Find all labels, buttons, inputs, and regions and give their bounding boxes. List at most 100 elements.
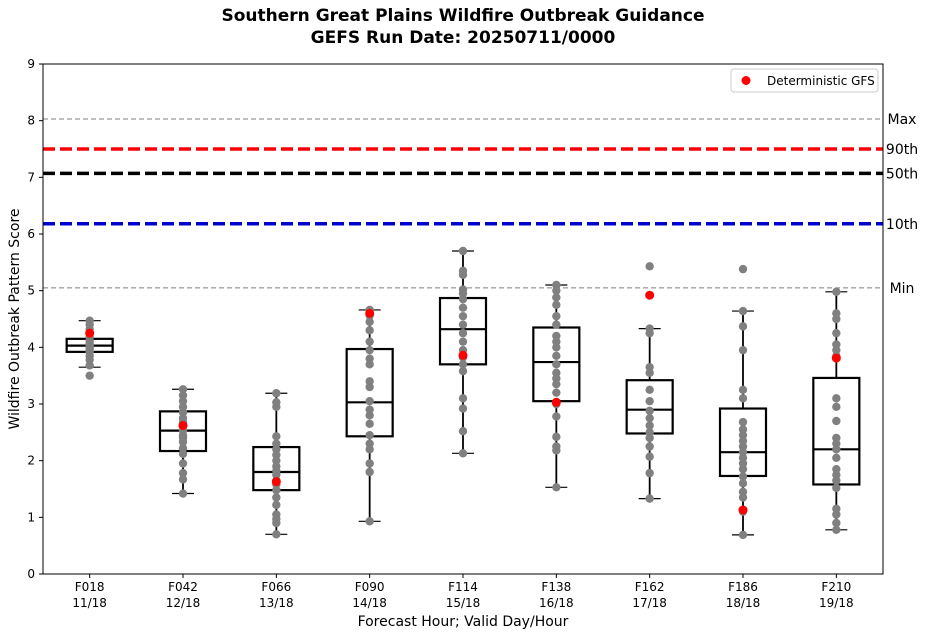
member-point <box>458 328 468 338</box>
y-tick-label: 6 <box>27 227 35 241</box>
member-point <box>552 388 561 397</box>
member-point <box>832 287 841 296</box>
member-point <box>85 316 94 325</box>
y-tick-label: 5 <box>27 284 35 298</box>
deterministic-point <box>458 350 468 360</box>
x-tick-label-valid: 16/18 <box>539 596 574 610</box>
member-point <box>552 368 561 378</box>
x-tick-label-hour: F114 <box>448 580 478 594</box>
member-point <box>645 324 654 333</box>
member-point <box>458 246 468 256</box>
member-point <box>272 439 281 448</box>
member-point <box>832 504 841 514</box>
member-point <box>645 494 654 503</box>
ref-label-10th: 10th <box>886 217 918 233</box>
deterministic-point <box>831 353 841 363</box>
x-tick-label-valid: 12/18 <box>166 596 201 610</box>
member-point <box>365 517 374 526</box>
deterministic-point <box>365 308 375 318</box>
y-tick-label: 0 <box>27 567 35 581</box>
member-point <box>645 396 654 406</box>
member-point <box>552 412 561 421</box>
member-point <box>645 468 654 478</box>
x-tick-label-hour: F210 <box>821 580 851 594</box>
deterministic-point <box>178 421 188 431</box>
member-point <box>365 326 374 335</box>
member-point <box>365 396 374 406</box>
member-point <box>458 337 468 346</box>
ref-label-max: Max <box>888 112 917 128</box>
member-point <box>178 475 188 484</box>
member-point <box>645 428 654 437</box>
member-point <box>272 500 281 510</box>
member-point <box>738 306 748 316</box>
x-tick-label-valid: 14/18 <box>352 596 387 610</box>
member-point <box>458 404 468 413</box>
x-tick-label-valid: 15/18 <box>446 596 481 610</box>
deterministic-point <box>271 477 281 487</box>
member-point <box>645 442 654 451</box>
member-point <box>645 385 654 395</box>
x-tick-label-valid: 11/18 <box>72 596 107 610</box>
y-tick-label: 3 <box>27 397 35 411</box>
member-point <box>738 487 748 497</box>
member-point <box>458 366 468 376</box>
member-point <box>365 317 374 327</box>
member-point <box>832 518 841 528</box>
ref-label-50th: 50th <box>886 166 918 182</box>
y-tick-label: 7 <box>27 170 35 184</box>
member-point <box>458 303 468 312</box>
member-point <box>365 439 374 448</box>
member-point <box>365 354 374 363</box>
member-point <box>832 464 841 474</box>
member-point <box>365 430 374 440</box>
member-point <box>458 320 468 329</box>
member-point <box>552 320 561 329</box>
member-point <box>458 311 468 321</box>
member-point <box>832 525 841 534</box>
member-point <box>178 444 188 453</box>
member-point <box>738 345 748 355</box>
member-point <box>832 416 841 426</box>
member-point <box>738 472 748 481</box>
member-point <box>738 530 748 540</box>
member-point <box>832 453 841 463</box>
member-point <box>272 398 281 407</box>
member-point <box>272 389 281 398</box>
member-point <box>552 360 561 369</box>
x-tick-label-hour: F018 <box>75 580 105 594</box>
member-point <box>645 452 654 461</box>
member-point <box>178 468 188 478</box>
member-point <box>365 419 374 429</box>
member-point <box>738 479 748 488</box>
member-point <box>272 530 281 539</box>
member-point <box>365 345 374 355</box>
x-tick-label-valid: 17/18 <box>632 596 667 610</box>
x-tick-label-valid: 13/18 <box>259 596 294 610</box>
member-point <box>458 449 468 458</box>
member-point <box>645 413 654 423</box>
member-point <box>272 510 281 519</box>
member-point <box>832 394 841 403</box>
member-point <box>832 433 841 443</box>
member-point <box>645 421 654 430</box>
member-point <box>738 264 748 274</box>
deterministic-point <box>738 505 748 515</box>
member-point <box>458 266 468 276</box>
member-point <box>552 331 561 341</box>
member-point <box>645 362 654 372</box>
member-point <box>85 371 94 380</box>
member-point <box>365 405 374 414</box>
member-point <box>458 394 468 403</box>
member-point <box>178 391 188 400</box>
member-point <box>738 425 748 434</box>
y-axis-label: Wildfire Outbreak Pattern Score <box>7 208 23 429</box>
y-tick-label: 8 <box>27 114 35 128</box>
deterministic-point <box>645 290 655 300</box>
x-tick-label-hour: F066 <box>261 580 291 594</box>
member-point <box>552 483 561 492</box>
member-point <box>365 377 374 386</box>
chart-title-line2: GEFS Run Date: 20250711/0000 <box>310 28 616 48</box>
member-point <box>365 337 374 346</box>
member-point <box>832 328 841 338</box>
